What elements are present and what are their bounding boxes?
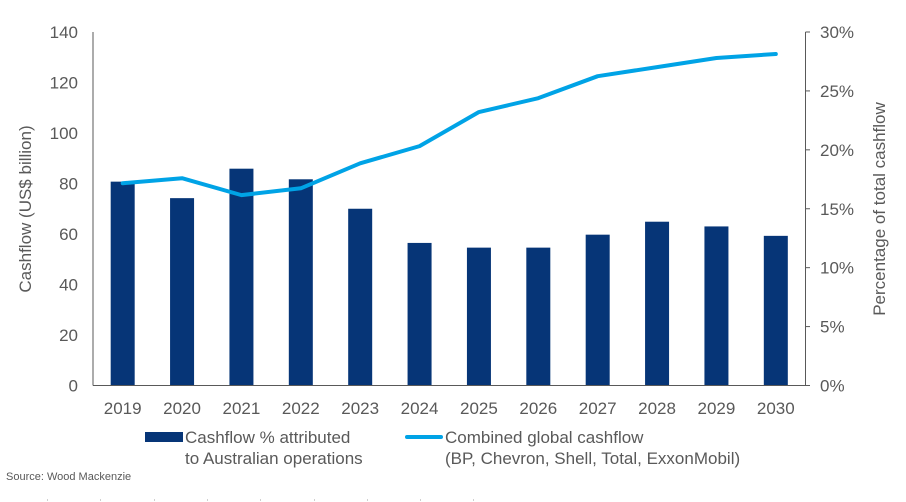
bar-2025 (466, 247, 491, 386)
left-tick-label: 140 (50, 23, 78, 42)
x-tick-label: 2021 (223, 399, 261, 418)
decorative-dot (47, 499, 48, 501)
bar-2027 (585, 234, 610, 386)
line-swatch-icon (405, 435, 443, 439)
legend-line-label-line1: Combined global cashflow (445, 428, 644, 447)
bar-2022 (288, 179, 313, 386)
left-tick-label: 40 (59, 276, 78, 295)
legend-item-bar: Cashflow % attributed to Australian oper… (145, 427, 363, 469)
left-tick-label: 80 (59, 175, 78, 194)
decorative-dots (0, 499, 906, 502)
decorative-dot (420, 499, 422, 501)
bar-2024 (407, 242, 432, 386)
decorative-dot (313, 499, 315, 501)
left-tick-label: 100 (50, 124, 78, 143)
right-tick-label: 20% (820, 141, 854, 160)
decorative-dot (473, 499, 475, 501)
legend-item-line: Combined global cashflow (BP, Chevron, S… (405, 427, 740, 469)
left-tick-label: 120 (50, 74, 78, 93)
x-tick-label: 2023 (341, 399, 379, 418)
source-note: Source: Wood Mackenzie (6, 471, 132, 483)
bar-2026 (526, 247, 551, 386)
left-axis-title: Cashflow (US$ billion) (16, 125, 35, 292)
bar-2023 (348, 208, 373, 386)
left-axis-ticks: 0 20 40 60 80 100 120 140 (50, 23, 78, 396)
bar-2021 (229, 168, 254, 386)
bar-2028 (645, 221, 670, 386)
x-tick-label: 2027 (579, 399, 617, 418)
x-tick-label: 2026 (519, 399, 557, 418)
x-tick-label: 2030 (757, 399, 795, 418)
x-tick-label: 2019 (104, 399, 142, 418)
left-tick-label: 0 (69, 377, 78, 396)
bar-series (110, 168, 788, 386)
right-axis-ticks: 0% 5% 10% 15% 20% 25% 30% (805, 23, 854, 396)
x-axis-ticks: 2019 2020 2021 2022 2023 2024 2025 2026 2027 2028… (104, 399, 795, 418)
combo-chart: 0 20 40 60 80 100 120 140 0% 5% 10% 15% 20% 25% 30% 2… (16, 23, 889, 418)
bar-2030 (763, 235, 788, 386)
decorative-dot (100, 499, 102, 501)
x-tick-label: 2028 (638, 399, 676, 418)
x-tick-label: 2022 (282, 399, 320, 418)
legend-bar-label-line1: Cashflow % attributed (185, 428, 351, 447)
legend-line-label-line2: (BP, Chevron, Shell, Total, ExxonMobil) (445, 449, 741, 468)
right-tick-label: 25% (820, 82, 854, 101)
decorative-dot (206, 499, 208, 501)
left-tick-label: 60 (59, 225, 78, 244)
decorative-dot (153, 499, 155, 501)
bar-2029 (704, 226, 729, 386)
right-tick-label: 30% (820, 23, 854, 42)
line-series (120, 51, 778, 198)
x-tick-label: 2029 (698, 399, 736, 418)
right-tick-label: 10% (820, 259, 854, 278)
right-axis-title: Percentage of total cashflow (870, 101, 889, 315)
line-combined-global-cashflow (120, 51, 778, 198)
decorative-dot (260, 499, 262, 501)
bar-2020 (170, 198, 195, 386)
left-tick-label: 20 (59, 326, 78, 345)
right-tick-label: 5% (820, 318, 845, 337)
bar-swatch-icon (145, 432, 183, 442)
x-tick-label: 2020 (163, 399, 201, 418)
right-tick-label: 0% (820, 377, 845, 396)
legend-bar-label-line2: to Australian operations (185, 449, 363, 468)
x-tick-label: 2024 (401, 399, 439, 418)
decorative-dot (366, 499, 368, 501)
right-tick-label: 15% (820, 200, 854, 219)
bar-2019 (110, 181, 135, 386)
x-tick-label: 2025 (460, 399, 498, 418)
